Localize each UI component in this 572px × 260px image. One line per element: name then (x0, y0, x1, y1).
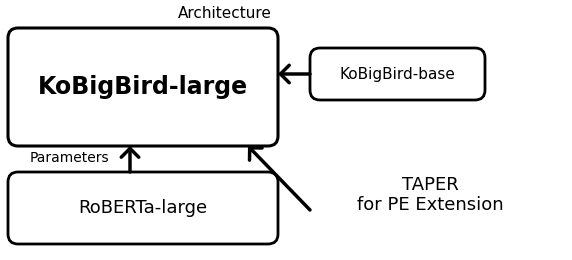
Text: Parameters: Parameters (30, 151, 110, 165)
FancyBboxPatch shape (8, 172, 278, 244)
Text: Architecture: Architecture (178, 6, 272, 22)
Text: KoBigBird-base: KoBigBird-base (340, 67, 455, 81)
Text: RoBERTa-large: RoBERTa-large (78, 199, 208, 217)
FancyBboxPatch shape (8, 28, 278, 146)
Text: KoBigBird-large: KoBigBird-large (38, 75, 248, 99)
FancyBboxPatch shape (310, 48, 485, 100)
Text: TAPER
for PE Extension: TAPER for PE Extension (357, 176, 503, 214)
